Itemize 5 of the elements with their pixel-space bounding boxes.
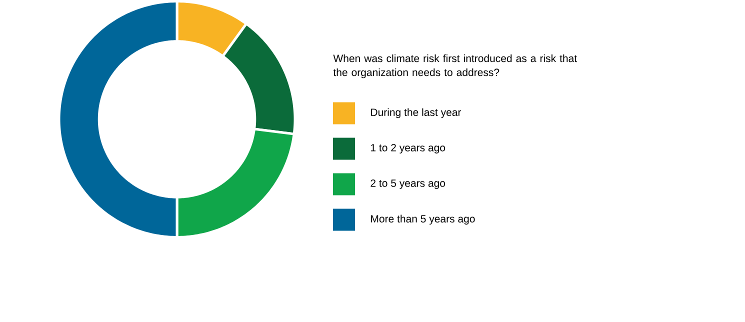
legend-label: 2 to 5 years ago <box>370 179 446 189</box>
legend-label: 1 to 2 years ago <box>371 144 446 154</box>
text: When was climate risk first introduced as a risk that the organization needs to address? <box>333 54 577 78</box>
legend-label: During the last year <box>371 108 462 118</box>
legend-label: More than 5 years ago <box>371 214 475 224</box>
